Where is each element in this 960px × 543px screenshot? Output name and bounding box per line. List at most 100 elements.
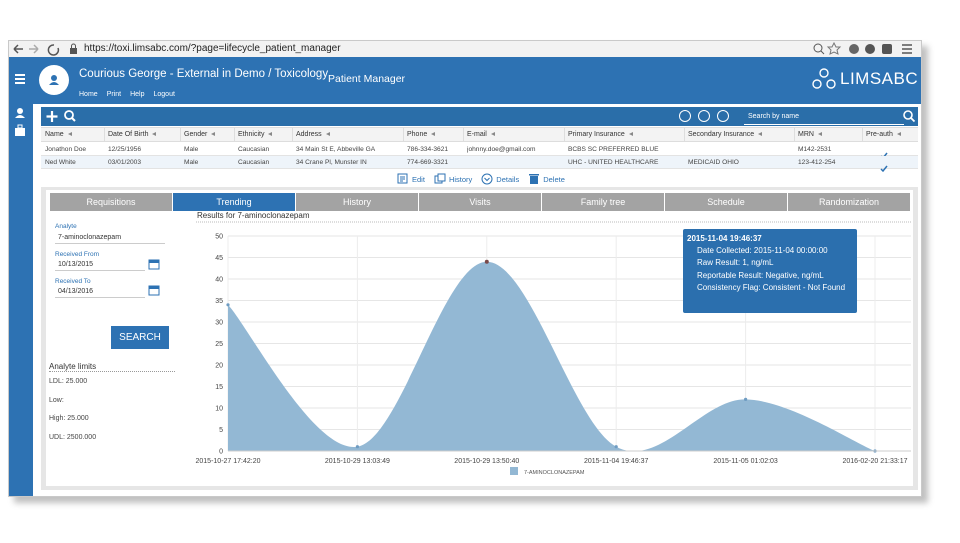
app-header bbox=[9, 57, 921, 104]
column-header[interactable]: Secondary Insurance bbox=[688, 131, 755, 138]
limit-item: Low: bbox=[49, 396, 64, 404]
y-tick-label: 30 bbox=[215, 320, 223, 327]
browser-nav-icons bbox=[13, 43, 77, 56]
from-input[interactable] bbox=[55, 260, 145, 271]
column-header[interactable]: Gender bbox=[184, 131, 208, 138]
nav-link[interactable]: Home bbox=[79, 91, 98, 98]
action-button[interactable]: History bbox=[434, 172, 472, 186]
tooltip-line: Reportable Result: Negative, ng/mL bbox=[697, 270, 824, 280]
action-icon bbox=[434, 173, 446, 185]
table-cell: Male bbox=[184, 146, 199, 153]
chart-title: Results for 7-aminoclonazepam bbox=[197, 211, 310, 220]
data-point bbox=[226, 303, 230, 307]
y-tick-label: 20 bbox=[215, 363, 223, 370]
table-cell: 12/25/1956 bbox=[108, 146, 142, 153]
tooltip-line: Consistency Flag: Consistent - Not Found bbox=[697, 282, 846, 292]
side-icons bbox=[15, 108, 25, 136]
y-tick-label: 10 bbox=[215, 406, 223, 413]
sort-arrow bbox=[68, 132, 72, 136]
check-icon bbox=[880, 165, 888, 173]
analyte-select[interactable] bbox=[55, 233, 165, 244]
tooltip-line: Raw Result: 1, ng/mL bbox=[697, 258, 774, 268]
to-input[interactable] bbox=[55, 287, 145, 298]
table-row[interactable] bbox=[41, 143, 918, 156]
tab[interactable]: Randomization bbox=[788, 193, 910, 211]
data-point bbox=[355, 445, 359, 449]
tab[interactable]: History bbox=[296, 193, 418, 211]
tab[interactable]: Family tree bbox=[542, 193, 664, 211]
table-cell: 123-412-254 bbox=[798, 159, 836, 166]
column-divider bbox=[292, 127, 293, 142]
search-button[interactable]: SEARCH bbox=[111, 326, 169, 349]
nav-link[interactable]: Print bbox=[106, 91, 122, 98]
address-bar[interactable]: https://toxi.limsabc.com/?page=lifecycle… bbox=[84, 43, 341, 54]
tab[interactable]: Schedule bbox=[665, 193, 787, 211]
calendar-icons[interactable] bbox=[148, 258, 162, 300]
legend-swatch bbox=[510, 467, 518, 475]
sort-arrow bbox=[326, 132, 330, 136]
column-divider bbox=[104, 127, 105, 142]
toolbar-icons[interactable] bbox=[44, 108, 80, 125]
tooltip-line: Date Collected: 2015-11-04 00:00:00 bbox=[697, 246, 828, 255]
nav-link[interactable]: Logout bbox=[153, 91, 175, 98]
action-label: Details bbox=[496, 174, 520, 184]
table-cell: 774-669-3321 bbox=[407, 159, 449, 166]
table-row[interactable] bbox=[41, 156, 918, 169]
limit-item: High: 25.000 bbox=[49, 415, 89, 422]
column-header[interactable]: Date Of Birth bbox=[108, 131, 149, 138]
from-label: Received From bbox=[55, 251, 100, 258]
column-header[interactable]: E-mail bbox=[467, 131, 487, 138]
page-title: Patient Manager bbox=[328, 73, 406, 85]
patient-table: Name Date Of Birth Gender Ethnicity Address P… bbox=[41, 127, 918, 173]
tab[interactable]: Visits bbox=[419, 193, 541, 211]
sort-arrow bbox=[818, 132, 822, 136]
column-header[interactable]: Ethnicity bbox=[238, 131, 265, 138]
column-header[interactable]: Address bbox=[296, 131, 322, 138]
search-input[interactable] bbox=[744, 112, 904, 125]
table-header bbox=[41, 127, 918, 142]
sort-arrow bbox=[268, 132, 272, 136]
nav-link[interactable]: Help bbox=[130, 91, 145, 98]
toolbar-badges[interactable] bbox=[678, 109, 734, 124]
analyte-label: Analyte bbox=[55, 223, 77, 230]
from-value: 10/13/2015 bbox=[58, 261, 94, 268]
action-button[interactable]: Edit bbox=[397, 172, 425, 186]
column-header[interactable]: Pre-auth bbox=[866, 131, 893, 138]
logo-icon bbox=[812, 68, 836, 89]
action-button[interactable]: Delete bbox=[528, 172, 565, 186]
y-tick-label: 50 bbox=[215, 234, 223, 241]
tab[interactable]: Trending bbox=[173, 193, 295, 211]
column-divider bbox=[564, 127, 565, 142]
column-header[interactable]: MRN bbox=[798, 131, 814, 138]
table-cell: Caucasian bbox=[238, 146, 270, 153]
action-icon bbox=[397, 173, 409, 185]
table-cell: BCBS SC PREFERRED BLUE bbox=[568, 146, 659, 153]
x-tick-label: 2016-02-20 21:33:17 bbox=[843, 458, 908, 465]
analyte-value: 7-aminoclonazepam bbox=[58, 234, 122, 241]
avatar[interactable] bbox=[38, 64, 70, 96]
search-placeholder: Search by name bbox=[748, 113, 799, 120]
data-point bbox=[484, 259, 489, 264]
y-tick-label: 45 bbox=[215, 255, 223, 262]
x-tick-label: 2015-10-29 13:03:49 bbox=[325, 458, 390, 465]
action-button[interactable]: Details bbox=[481, 172, 519, 186]
table-cell: 34 Main St E, Abbeville GA bbox=[296, 146, 376, 153]
table-cell: M142-2531 bbox=[798, 146, 832, 153]
column-header[interactable]: Phone bbox=[407, 131, 428, 138]
toolbar bbox=[41, 107, 918, 126]
table-cell: 03/01/2003 bbox=[108, 159, 142, 166]
column-header[interactable]: Primary Insurance bbox=[568, 131, 625, 138]
sort-arrow bbox=[431, 132, 435, 136]
column-divider bbox=[463, 127, 464, 142]
search-icon[interactable] bbox=[902, 109, 916, 123]
sidebar bbox=[9, 104, 33, 496]
legend-label: 7-AMINOCLONAZEPAM bbox=[524, 470, 585, 476]
sort-arrow bbox=[211, 132, 215, 136]
tab[interactable]: Requisitions bbox=[50, 193, 172, 211]
x-tick-label: 2015-10-27 17:42:20 bbox=[196, 458, 261, 465]
column-divider bbox=[180, 127, 181, 142]
table-cell: Jonathon Doe bbox=[45, 146, 87, 153]
column-header[interactable]: Name bbox=[45, 131, 64, 138]
limits-title: Analyte limits bbox=[49, 362, 175, 372]
